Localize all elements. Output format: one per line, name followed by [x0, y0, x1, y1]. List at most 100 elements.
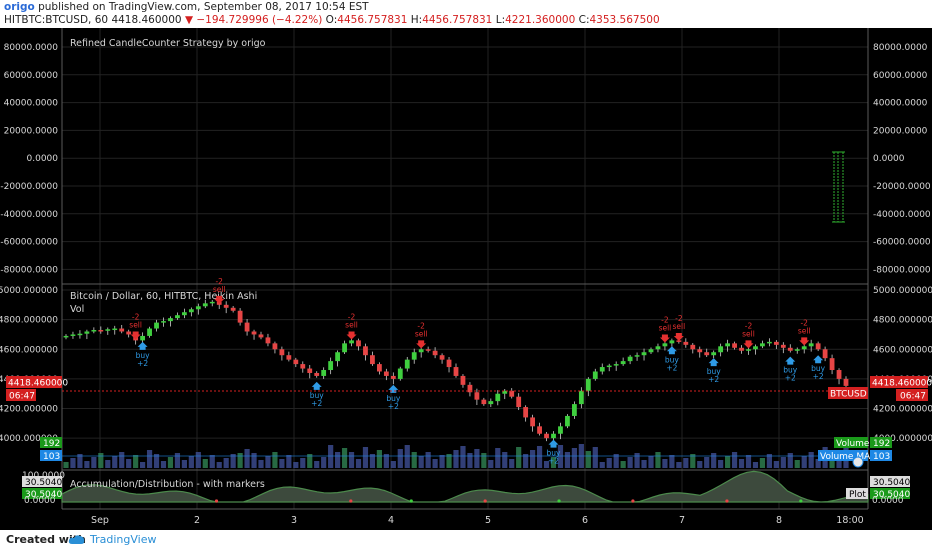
- buy-label: buy: [783, 366, 798, 375]
- buy-label: buy: [547, 449, 562, 458]
- candle-body: [725, 343, 731, 347]
- candle-body: [230, 307, 236, 311]
- volume-bar: [258, 460, 264, 468]
- strategy-tick-right: -20000.0000: [873, 182, 931, 192]
- volume-bar: [599, 462, 605, 468]
- price-tick-left: 4800.000000: [0, 316, 58, 326]
- price-tick-left: 4600.000000: [0, 345, 58, 355]
- candle-body: [746, 349, 751, 351]
- volume-bar: [815, 459, 821, 468]
- volume-bar: [251, 453, 257, 468]
- volume-bar: [279, 459, 285, 468]
- symbol-badge: [828, 387, 868, 399]
- volume-bar: [105, 460, 111, 468]
- volume-bar: [523, 454, 529, 468]
- volume-bar: [91, 457, 97, 468]
- volume-bar: [112, 456, 118, 468]
- accum-pane-title: Accumulation/Distribution - with markers: [70, 479, 265, 490]
- volume-bar: [140, 462, 146, 468]
- accum-value-badge-grey-right: [870, 476, 910, 487]
- volume-bar: [70, 458, 76, 468]
- candle-body: [244, 322, 250, 332]
- volume-bar: [606, 458, 612, 468]
- candle-body: [223, 304, 229, 308]
- candle-body: [571, 404, 577, 416]
- volume-bar: [195, 452, 201, 468]
- time-label: 8: [776, 515, 782, 526]
- strategy-signals: -2sellbuy+2-2sellbuy+2-2sellbuy+2-2sellb…: [129, 277, 825, 466]
- close-value: 4353.567500: [589, 14, 660, 26]
- candle-body: [773, 341, 779, 345]
- candle-body: [739, 347, 744, 351]
- candle-body: [328, 361, 334, 371]
- volume-bar: [704, 457, 710, 468]
- strategy-tick-left: 80000.0000: [4, 43, 59, 53]
- volume-bar: [725, 456, 731, 468]
- strategy-tick-left: -60000.0000: [0, 238, 58, 248]
- accum-marker: [349, 499, 353, 503]
- volume-bar: [174, 453, 181, 468]
- price-tick-left: 5000.000000: [0, 286, 58, 296]
- candle-body: [112, 328, 118, 331]
- left-vma-badge: [40, 450, 62, 461]
- candle-body: [63, 335, 69, 338]
- buy-count: +2: [708, 375, 719, 384]
- volume-bar: [362, 447, 369, 468]
- candle-body: [558, 426, 563, 434]
- volume-ma-value-badge: [870, 450, 892, 461]
- sell-count: -2: [215, 277, 223, 286]
- accum-value-grey-left: 30.5040: [25, 478, 62, 488]
- volume-bar: [355, 459, 362, 468]
- sell-label: sell: [129, 320, 142, 329]
- candle-body: [77, 333, 83, 336]
- author-link[interactable]: origo: [4, 1, 35, 13]
- candle-body: [286, 355, 292, 360]
- volume-bar: [745, 455, 752, 468]
- created-with-label: Created with: [6, 533, 86, 546]
- time-axis[interactable]: [0, 510, 932, 530]
- candle-body: [599, 367, 605, 372]
- volume-value-text: 192: [873, 439, 890, 449]
- volume-bar: [418, 456, 424, 468]
- candle-body: [237, 310, 243, 323]
- candle-body: [258, 334, 264, 338]
- change-value: −194.729996 (−4.22%): [196, 14, 323, 26]
- candle-body: [829, 358, 835, 371]
- candle-body: [349, 340, 354, 344]
- buy-arrow-icon: [137, 341, 148, 350]
- price-badge-right: [870, 376, 928, 388]
- candle-body: [307, 368, 313, 373]
- candle-body: [620, 361, 626, 365]
- volume-bar: [773, 461, 779, 468]
- volume-bar: [620, 461, 626, 468]
- volume-bar: [690, 454, 696, 468]
- volume-bar: [495, 448, 501, 468]
- price-tick-right: 4200.000000: [873, 405, 932, 415]
- chart-canvas[interactable]: Refined CandleCounter Strategy by origo …: [0, 28, 932, 530]
- left-vma-badge-text: 103: [43, 452, 60, 462]
- volume-bar: [237, 453, 243, 468]
- candle-body: [251, 331, 257, 335]
- sell-count: -2: [348, 312, 356, 321]
- volume-bar: [188, 456, 194, 468]
- price-tick-left: 4200.000000: [0, 405, 58, 415]
- volume-bar: [133, 455, 139, 468]
- volume-bar: [126, 459, 132, 468]
- flag-icon[interactable]: [852, 456, 864, 468]
- volume-bar: [223, 458, 229, 468]
- candle-body: [753, 346, 758, 350]
- tradingview-link[interactable]: TradingView: [90, 533, 157, 546]
- buy-count: +2: [311, 399, 322, 408]
- strategy-tick-left: 60000.0000: [4, 71, 59, 81]
- time-label: Sep: [91, 515, 109, 526]
- buy-label: buy: [811, 364, 826, 373]
- time-badge-right-text: 06:47: [900, 392, 926, 402]
- buy-count: +2: [785, 374, 796, 383]
- candle-body: [474, 392, 480, 400]
- candle-body: [356, 340, 361, 347]
- volume-bar: [286, 455, 292, 468]
- candle-body: [502, 390, 508, 394]
- ohlc-line: HITBTC:BTCUSD, 60 4418.460000 ▼ −194.729…: [4, 14, 660, 26]
- volume-bar: [160, 461, 167, 468]
- close-label: C:: [578, 14, 590, 26]
